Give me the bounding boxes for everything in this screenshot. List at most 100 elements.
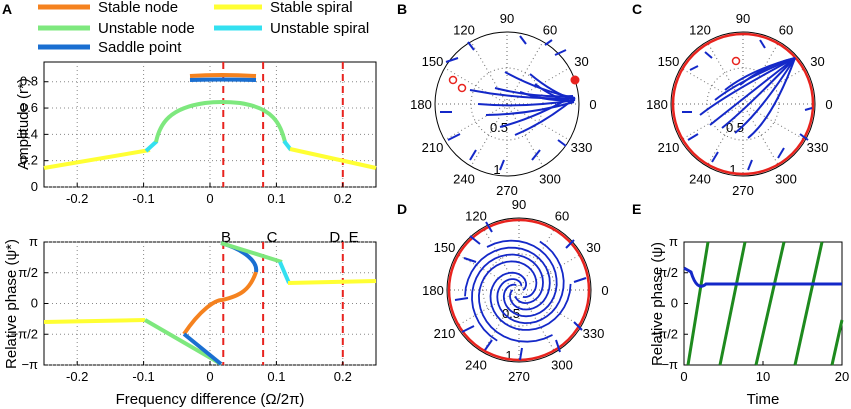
trajectory-stub [573, 321, 583, 331]
phase-right-unstable-spiral [278, 261, 291, 284]
polar-spoke [444, 67, 508, 105]
y-tick-label: −π/2 [11, 326, 38, 341]
y-tick-label: 0.8 [20, 74, 38, 89]
legend-stable-spiral: Stable spiral [270, 0, 353, 16]
polar-angle-label: 180 [646, 97, 668, 112]
trajectory-stub [531, 149, 541, 161]
polar-angle-label: 60 [543, 23, 557, 38]
time-ylabel: Relative phase (ψ) [649, 242, 666, 366]
phase-left-stable-spiral [43, 318, 146, 324]
panel-label-d: D [397, 201, 407, 217]
spiral-trajectory [477, 260, 553, 343]
panel-label-a: A [2, 1, 12, 17]
y-tick-label: −π [661, 357, 678, 372]
x-tick-label: 0 [206, 191, 213, 206]
polar-radius-label: 0.5 [490, 120, 508, 135]
polar-spoke [706, 41, 744, 105]
polar-angle-label: 30 [574, 54, 588, 69]
trajectory-stub [565, 239, 575, 249]
amplitude-left-stable-spiral [43, 148, 151, 170]
x-tick-label: 0 [680, 369, 687, 384]
trajectory [485, 101, 575, 116]
trajectory-stub [711, 151, 719, 163]
polar-radius-label: 0.5 [502, 306, 520, 321]
trajectory-stub [747, 159, 753, 171]
trajectory-stub [519, 35, 527, 45]
time-green-wrap-3 [754, 241, 786, 366]
trajectory [739, 57, 796, 86]
trajectory-stub [445, 57, 459, 63]
trajectory [747, 57, 796, 139]
legend: Stable node Unstable node Saddle point S… [38, 0, 369, 56]
polar-angle-label: 150 [422, 54, 444, 69]
amplitude-unstable-node-arc [154, 100, 287, 143]
polar-angle-label: 270 [496, 183, 518, 198]
trajectory-stub [454, 297, 469, 301]
y-tick-label: −π/2 [651, 326, 678, 341]
legend-unstable-node: Unstable node [98, 20, 195, 37]
polar-angle-label: 120 [453, 23, 475, 38]
spiral-trajectory [496, 240, 565, 325]
y-tick-label: 0 [31, 296, 38, 311]
polar-angle-label: 240 [465, 357, 487, 372]
polar-angle-label: 180 [422, 283, 444, 298]
polar-angle-label: 210 [422, 140, 444, 155]
polar-angle-label: 0 [601, 283, 608, 298]
amplitude-right-stable-spiral [289, 147, 377, 170]
polar-angle-label: 90 [736, 11, 750, 26]
polar-radius-label: 1 [493, 162, 500, 177]
polar-angle-label: 240 [453, 171, 475, 186]
polar-angle-label: 0 [825, 97, 832, 112]
phase-right-unstable-node [220, 241, 283, 264]
x-tick-label: 0.1 [267, 369, 285, 384]
amplitude-curves [43, 73, 377, 170]
amplitude-right-unstable-spiral [282, 139, 293, 152]
polar-angle-label: 210 [434, 326, 456, 341]
y-tick-label: 0.2 [20, 153, 38, 168]
phase-saddle-lower [182, 332, 223, 366]
trajectory-stub [689, 65, 699, 71]
unstable-fixed-point [731, 56, 741, 66]
time-xlabel: Time [747, 391, 780, 408]
polar-angle-label: 120 [465, 209, 487, 224]
trajectory-stub [485, 221, 493, 233]
trajectory [734, 57, 796, 134]
polar-spoke [506, 103, 570, 141]
polar-angle-label: 90 [500, 11, 514, 26]
polar-trajectories [440, 35, 580, 171]
polar-angle-label: 150 [658, 54, 680, 69]
y-tick-label: π/2 [658, 265, 678, 280]
trajectory-stub [759, 39, 766, 49]
trajectory [699, 57, 796, 116]
phase-right-stable-spiral [287, 279, 377, 285]
y-tick-label: 0 [31, 179, 38, 194]
legend-unstable-spiral: Unstable spiral [270, 20, 369, 37]
polar-spoke [742, 103, 806, 141]
unstable-fixed-point [457, 83, 467, 93]
phase-xlabel: Frequency difference (Ω/2π) [116, 391, 305, 408]
trajectory-stub [555, 339, 561, 353]
trajectory-stub [467, 41, 475, 51]
polar-radius-label: 1 [729, 162, 736, 177]
polar-angle-label: 270 [732, 183, 754, 198]
y-tick-label: π [669, 234, 678, 249]
polar-angle-label: 120 [689, 23, 711, 38]
polar-angle-label: 330 [571, 140, 593, 155]
polar-radius-label: 1 [505, 348, 512, 363]
polar-angle-label: 150 [434, 240, 456, 255]
legend-stable-node: Stable node [98, 0, 178, 16]
unstable-fixed-point [448, 75, 458, 85]
polar-angle-label: 180 [410, 97, 432, 112]
y-tick-label: 0.4 [20, 126, 38, 141]
trajectory-stub [544, 39, 553, 46]
amplitude-left-unstable-spiral [144, 139, 159, 153]
polar-spoke [470, 41, 508, 105]
trajectory-stub [554, 49, 567, 56]
trajectory-stub [484, 339, 493, 351]
x-tick-label: 0 [206, 369, 213, 384]
trajectory-stub [557, 139, 567, 147]
panel-label-b: B [397, 1, 407, 17]
